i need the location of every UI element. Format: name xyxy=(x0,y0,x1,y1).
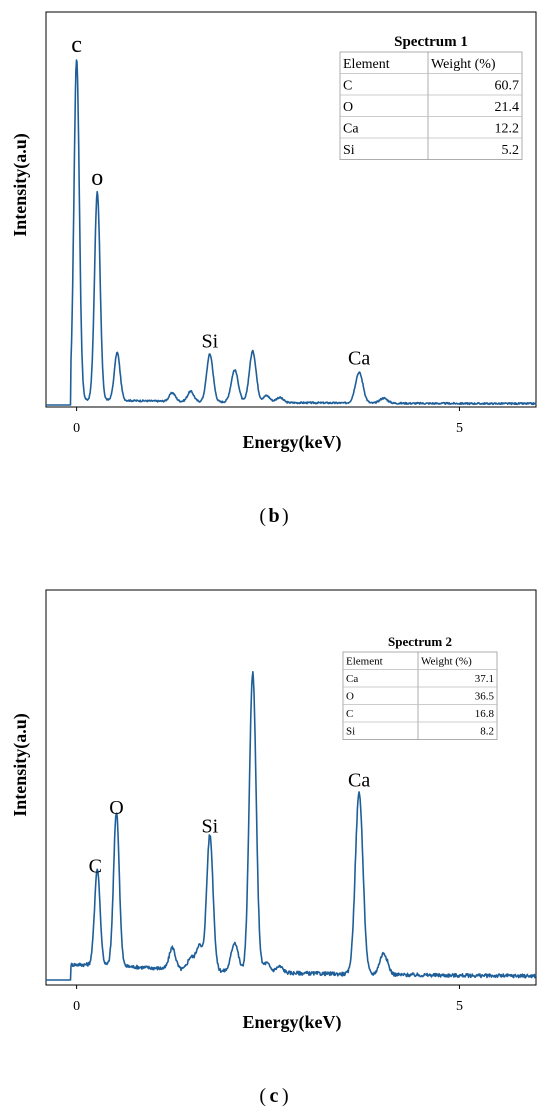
table-cell: Ca xyxy=(346,673,358,685)
spectrum-1-table: Spectrum 1 Element Weight (%) C 60.7 O 21.4 Ca 1… xyxy=(339,34,523,160)
peak-label-si: Si xyxy=(202,330,219,352)
y-axis-label: Intensity(a.u) xyxy=(10,133,31,237)
table-border xyxy=(339,51,523,160)
table-cell: 21.4 xyxy=(495,100,520,115)
table-cell: C xyxy=(343,78,352,93)
table-title: Spectrum 1 xyxy=(394,34,468,50)
table-cell: Ca xyxy=(343,121,359,136)
x-tick-label: 5 xyxy=(456,999,463,1014)
table-cell: 5.2 xyxy=(502,143,520,158)
spectrum-2-table: Spectrum 2 Element Weight (%) Ca 37.1 O 36.5 C 1… xyxy=(342,634,498,740)
table-header-cell: Element xyxy=(343,57,390,72)
table-cell: Si xyxy=(343,143,355,158)
panel-caption-open: ( xyxy=(259,1085,266,1107)
table-cell: 60.7 xyxy=(495,78,520,93)
plot-frame xyxy=(45,589,537,986)
peak-label-ca: Ca xyxy=(348,347,370,369)
panel-caption-close: ) xyxy=(282,505,289,527)
x-axis-label: Energy(keV) xyxy=(243,1012,342,1033)
table-title: Spectrum 2 xyxy=(388,634,452,649)
peak-label-c: C xyxy=(89,856,102,878)
table-cell: 37.1 xyxy=(475,673,494,685)
table-cell: O xyxy=(346,690,354,702)
peak-label-o: o xyxy=(91,165,103,191)
x-axis-label: Energy(keV) xyxy=(243,432,342,453)
table-cell: O xyxy=(343,100,353,115)
table-header-cell: Element xyxy=(346,655,383,667)
peak-label-ca: Ca xyxy=(348,769,370,791)
panel-caption: c xyxy=(270,1085,279,1107)
peak-label-si: Si xyxy=(202,815,219,837)
table-header-cell: Weight (%) xyxy=(431,57,496,72)
table-cell: 8.2 xyxy=(480,725,494,737)
table-cell: C xyxy=(346,708,353,720)
x-tick-label: 0 xyxy=(73,999,80,1014)
y-axis-label: Intensity(a.u) xyxy=(10,713,31,817)
peak-label-c: c xyxy=(71,32,82,58)
table-cell: 16.8 xyxy=(475,708,495,720)
table-cell: 12.2 xyxy=(495,121,520,136)
peak-label-o: O xyxy=(109,797,123,819)
spectrum-1-line xyxy=(45,59,537,406)
x-tick-label: 5 xyxy=(456,421,463,436)
panel-caption: b xyxy=(268,505,279,527)
plot-frame xyxy=(45,11,537,408)
table-border xyxy=(342,651,498,740)
panel-caption-open: ( xyxy=(259,505,266,527)
table-header-cell: Weight (%) xyxy=(421,655,472,667)
table-cell: Si xyxy=(346,725,355,737)
peak-labels: c o Si Ca xyxy=(71,32,370,369)
table-cell: 36.5 xyxy=(475,690,495,702)
peak-labels: C O Si Ca xyxy=(89,769,371,877)
x-tick-label: 0 xyxy=(73,421,80,436)
panel-caption-close: ) xyxy=(282,1085,289,1107)
spectrum-2-line xyxy=(45,670,537,981)
